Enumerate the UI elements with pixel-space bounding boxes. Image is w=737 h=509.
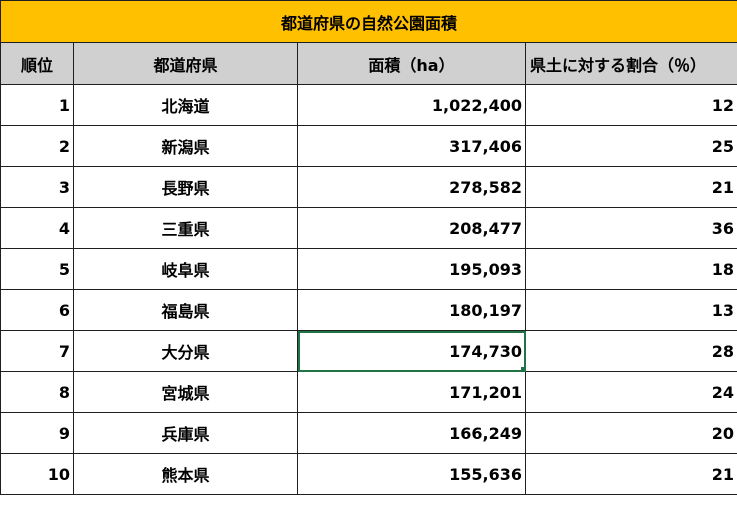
header-ratio[interactable]: 県土に対する割合（％）	[524, 42, 737, 85]
cell-rank[interactable]: 5	[0, 248, 74, 290]
header-prefecture[interactable]: 都道府県	[73, 42, 298, 85]
cell-area[interactable]: 171,201	[297, 371, 526, 413]
cell-ratio[interactable]: 21	[524, 166, 737, 208]
cell-prefecture[interactable]: 宮城県	[73, 371, 298, 413]
cell-ratio[interactable]: 20	[524, 412, 737, 454]
table-row: 10 熊本県 155,636 21	[0, 453, 737, 495]
cell-ratio[interactable]: 12	[524, 84, 737, 126]
cell-ratio[interactable]: 21	[524, 453, 737, 495]
table-title[interactable]: 都道府県の自然公園面積	[0, 0, 737, 43]
cell-ratio[interactable]: 28	[524, 330, 737, 372]
spreadsheet-grid: 都道府県の自然公園面積 順位 都道府県 面積（ha） 県土に対する割合（％） 1…	[0, 0, 737, 495]
cell-ratio[interactable]: 13	[524, 289, 737, 331]
table-row: 9 兵庫県 166,249 20	[0, 412, 737, 454]
cell-prefecture[interactable]: 兵庫県	[73, 412, 298, 454]
cell-prefecture[interactable]: 熊本県	[73, 453, 298, 495]
cell-prefecture[interactable]: 福島県	[73, 289, 298, 331]
cell-prefecture[interactable]: 長野県	[73, 166, 298, 208]
cell-area[interactable]: 1,022,400	[297, 84, 526, 126]
table-row: 2 新潟県 317,406 25	[0, 125, 737, 167]
cell-rank[interactable]: 3	[0, 166, 74, 208]
cell-area[interactable]: 155,636	[297, 453, 526, 495]
cell-rank[interactable]: 9	[0, 412, 74, 454]
header-row: 順位 都道府県 面積（ha） 県土に対する割合（％）	[0, 42, 737, 85]
cell-rank[interactable]: 4	[0, 207, 74, 249]
cell-rank[interactable]: 2	[0, 125, 74, 167]
cell-prefecture[interactable]: 新潟県	[73, 125, 298, 167]
cell-rank[interactable]: 1	[0, 84, 74, 126]
cell-prefecture[interactable]: 三重県	[73, 207, 298, 249]
cell-rank[interactable]: 6	[0, 289, 74, 331]
selected-cell-area[interactable]: 174,730	[297, 330, 526, 372]
cell-prefecture[interactable]: 岐阜県	[73, 248, 298, 290]
cell-area[interactable]: 195,093	[297, 248, 526, 290]
cell-area[interactable]: 278,582	[297, 166, 526, 208]
cell-ratio[interactable]: 18	[524, 248, 737, 290]
sheet-body: 都道府県の自然公園面積 順位 都道府県 面積（ha） 県土に対する割合（％） 1…	[0, 0, 737, 495]
fill-handle[interactable]	[521, 367, 525, 371]
cell-area[interactable]: 317,406	[297, 125, 526, 167]
table-row: 7 大分県 174,730 28	[0, 330, 737, 372]
table-row: 1 北海道 1,022,400 12	[0, 84, 737, 126]
cell-area[interactable]: 208,477	[297, 207, 526, 249]
cell-prefecture[interactable]: 大分県	[73, 330, 298, 372]
cell-area-value: 174,730	[449, 341, 522, 361]
table-row: 5 岐阜県 195,093 18	[0, 248, 737, 290]
header-rank[interactable]: 順位	[0, 42, 74, 85]
table-row: 4 三重県 208,477 36	[0, 207, 737, 249]
table-row: 8 宮城県 171,201 24	[0, 371, 737, 413]
table-row: 3 長野県 278,582 21	[0, 166, 737, 208]
header-area[interactable]: 面積（ha）	[297, 42, 526, 85]
cell-ratio[interactable]: 25	[524, 125, 737, 167]
cell-rank[interactable]: 8	[0, 371, 74, 413]
cell-ratio[interactable]: 24	[524, 371, 737, 413]
table-row: 6 福島県 180,197 13	[0, 289, 737, 331]
cell-prefecture[interactable]: 北海道	[73, 84, 298, 126]
cell-rank[interactable]: 10	[0, 453, 74, 495]
cell-rank[interactable]: 7	[0, 330, 74, 372]
cell-area[interactable]: 166,249	[297, 412, 526, 454]
cell-area[interactable]: 180,197	[297, 289, 526, 331]
title-row: 都道府県の自然公園面積	[0, 0, 737, 43]
cell-ratio[interactable]: 36	[524, 207, 737, 249]
